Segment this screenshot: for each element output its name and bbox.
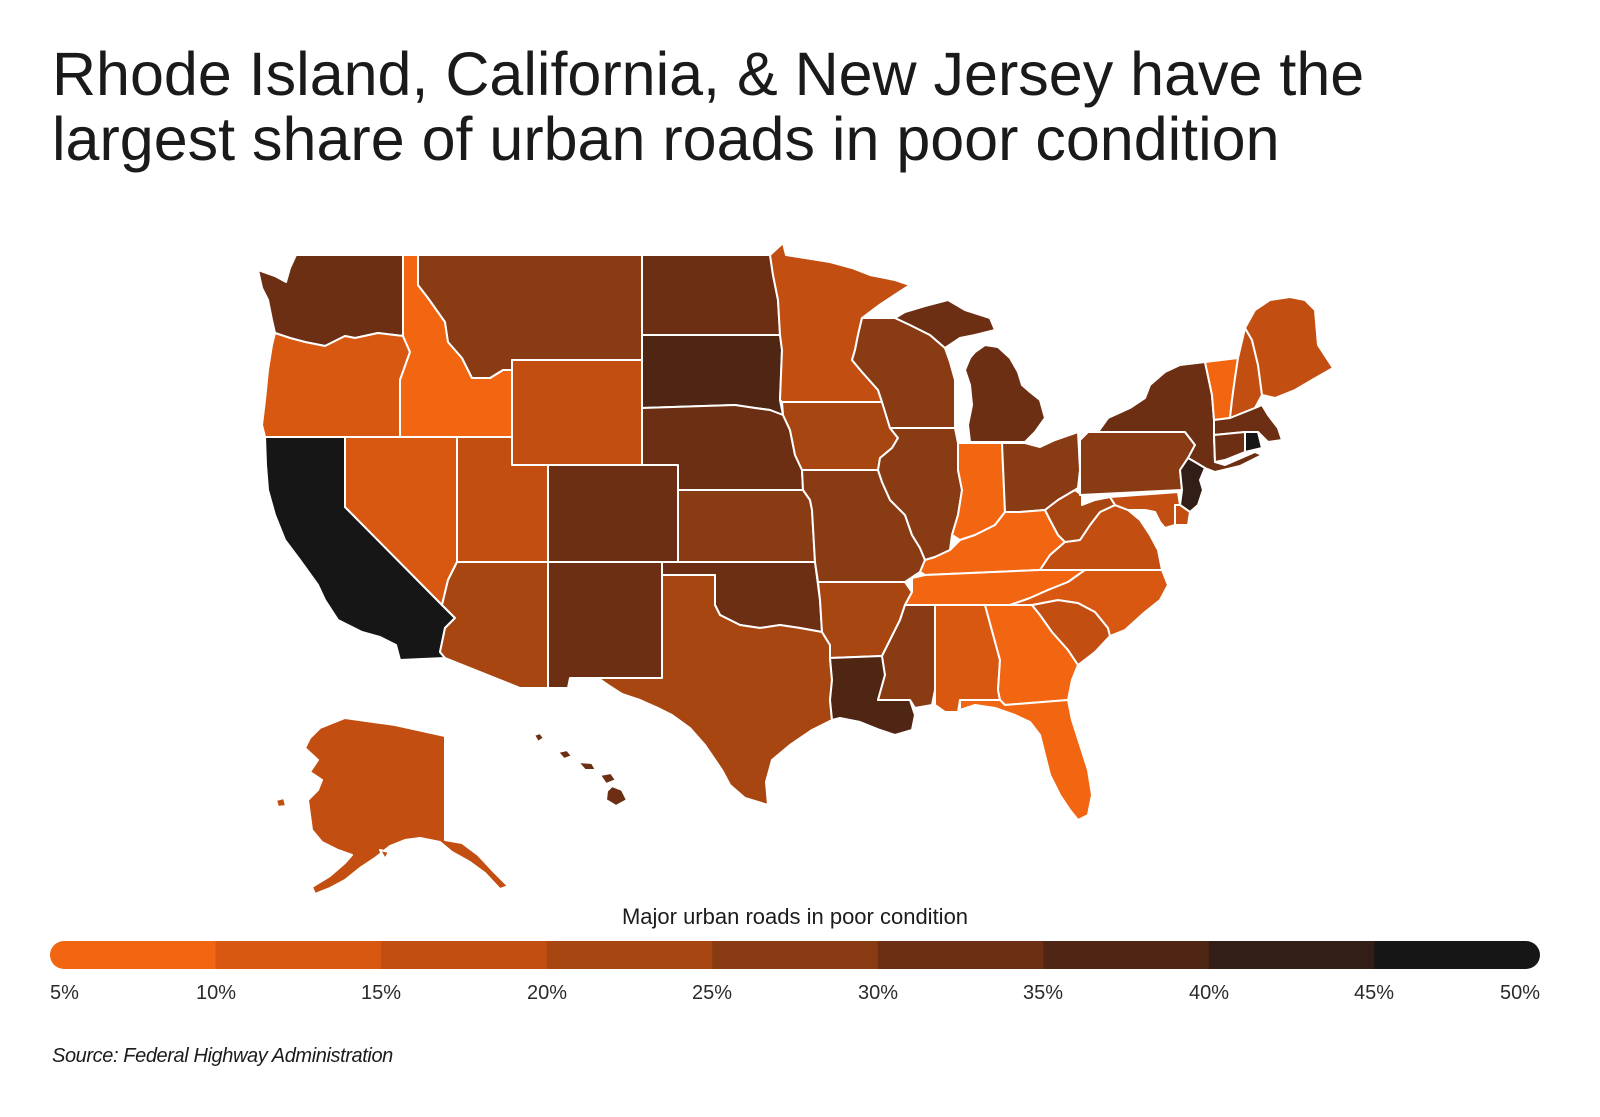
legend-title: Major urban roads in poor condition xyxy=(621,904,969,929)
state-shape xyxy=(641,334,784,416)
state-wy xyxy=(511,359,643,466)
us-choropleth-map xyxy=(257,242,1334,895)
state-md xyxy=(1109,491,1181,529)
legend-tick-label: 15% xyxy=(360,982,402,1004)
legend-tick-label: 40% xyxy=(1188,982,1230,1004)
state-me xyxy=(1244,296,1334,399)
state-nm xyxy=(547,561,663,689)
source-note: Source: Federal Highway Administration xyxy=(52,1045,393,1067)
state-shape xyxy=(597,574,833,806)
state-shape xyxy=(605,785,628,807)
state-shape xyxy=(964,344,1046,443)
state-hi xyxy=(533,732,628,807)
state-shape xyxy=(577,761,597,771)
legend-tick-label: 25% xyxy=(691,982,733,1004)
legend-swatch xyxy=(546,941,713,969)
legend-color-bar xyxy=(50,941,1540,969)
state-co xyxy=(547,464,679,563)
state-shape xyxy=(677,489,816,563)
state-shape xyxy=(511,359,643,466)
legend-tick-label: 50% xyxy=(1499,982,1540,1004)
state-nd xyxy=(641,254,781,336)
legend-tick-label: 35% xyxy=(1022,982,1064,1004)
legend-tick-label: 30% xyxy=(857,982,899,1004)
state-shape xyxy=(1109,491,1181,529)
state-shape xyxy=(547,464,679,563)
state-ks xyxy=(677,489,816,563)
state-shape xyxy=(1213,431,1246,463)
state-mi xyxy=(894,299,1046,443)
legend-tick-label: 45% xyxy=(1353,982,1395,1004)
legend-tick-label: 5% xyxy=(50,982,79,1004)
state-shape xyxy=(959,699,1093,821)
state-sd xyxy=(641,334,784,416)
state-shape xyxy=(599,772,617,785)
state-shape xyxy=(641,254,781,336)
legend-swatch xyxy=(877,941,1044,969)
title-line-2: largest share of urban roads in poor con… xyxy=(52,105,1280,173)
title-line-1: Rhode Island, California, & New Jersey h… xyxy=(52,40,1365,108)
state-shape xyxy=(261,332,411,438)
state-wa xyxy=(257,254,404,347)
state-shape xyxy=(1079,431,1196,496)
state-ri xyxy=(1244,431,1263,453)
state-ak xyxy=(275,717,509,895)
state-fl xyxy=(959,699,1093,821)
state-or xyxy=(261,332,411,438)
state-shape xyxy=(557,749,573,760)
state-shape xyxy=(439,561,549,689)
state-shape xyxy=(1179,457,1206,513)
state-az xyxy=(439,561,549,689)
state-shape xyxy=(547,561,663,689)
state-shape xyxy=(533,732,545,743)
legend-swatch xyxy=(1043,941,1210,969)
state-shape xyxy=(379,849,390,860)
legend-tick-label: 20% xyxy=(526,982,568,1004)
legend-swatch xyxy=(712,941,879,969)
legend-swatch xyxy=(381,941,548,969)
state-shape xyxy=(1244,296,1334,399)
legend-swatch xyxy=(1208,941,1376,969)
state-nc xyxy=(1009,569,1169,637)
state-pa xyxy=(1079,431,1196,496)
legend-tick-label: 10% xyxy=(195,982,237,1004)
legend-swatch xyxy=(215,941,382,969)
state-tx xyxy=(597,574,833,806)
state-shape xyxy=(275,797,287,808)
state-shape xyxy=(1009,569,1169,637)
state-shape xyxy=(894,299,996,349)
state-shape xyxy=(1244,431,1263,453)
state-nj xyxy=(1179,457,1206,513)
state-shape xyxy=(257,254,404,347)
legend-swatch xyxy=(50,941,217,969)
state-ct xyxy=(1213,431,1246,463)
state-shape xyxy=(304,717,509,895)
legend-swatch xyxy=(1374,941,1540,969)
page-title: Rhode Island, California, & New Jersey h… xyxy=(52,42,1364,172)
